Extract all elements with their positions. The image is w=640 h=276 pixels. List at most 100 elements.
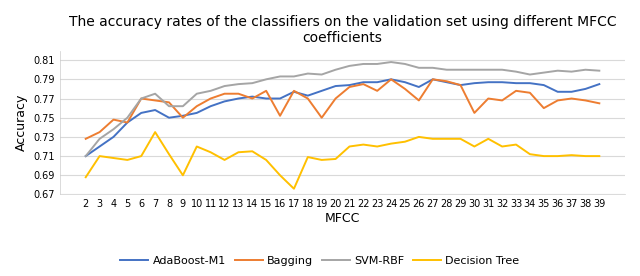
- Bagging: [484, 97, 492, 100]
- AdaBoost-M1: [470, 81, 478, 85]
- AdaBoost-M1: [124, 121, 131, 124]
- AdaBoost-M1: [138, 111, 145, 115]
- Decision Tree: [207, 151, 214, 154]
- Bagging: [360, 83, 367, 86]
- Bagging: [151, 99, 159, 102]
- SVM-RBF: [499, 68, 506, 71]
- AdaBoost-M1: [151, 108, 159, 112]
- Legend: AdaBoost-M1, Bagging, SVM-RBF, Decision Tree: AdaBoost-M1, Bagging, SVM-RBF, Decision …: [116, 251, 524, 270]
- Bagging: [276, 114, 284, 118]
- Decision Tree: [138, 155, 145, 158]
- AdaBoost-M1: [429, 78, 436, 81]
- Y-axis label: Accuracy: Accuracy: [15, 94, 28, 151]
- SVM-RBF: [151, 92, 159, 95]
- Bagging: [109, 118, 117, 121]
- Bagging: [512, 89, 520, 92]
- SVM-RBF: [470, 68, 478, 71]
- SVM-RBF: [109, 128, 117, 131]
- SVM-RBF: [429, 66, 436, 70]
- Decision Tree: [109, 156, 117, 160]
- Bagging: [165, 101, 173, 104]
- Bagging: [526, 91, 534, 94]
- Bagging: [387, 78, 395, 81]
- AdaBoost-M1: [526, 81, 534, 85]
- Bagging: [248, 97, 256, 100]
- AdaBoost-M1: [332, 84, 339, 88]
- Decision Tree: [387, 142, 395, 145]
- Bagging: [373, 89, 381, 92]
- Bagging: [304, 97, 312, 100]
- AdaBoost-M1: [512, 81, 520, 85]
- SVM-RBF: [82, 155, 90, 158]
- SVM-RBF: [276, 75, 284, 78]
- Decision Tree: [415, 135, 422, 139]
- AdaBoost-M1: [248, 95, 256, 98]
- Decision Tree: [346, 145, 353, 148]
- Bagging: [443, 79, 451, 83]
- SVM-RBF: [526, 73, 534, 76]
- Decision Tree: [151, 131, 159, 134]
- X-axis label: MFCC: MFCC: [325, 212, 360, 225]
- Bagging: [235, 92, 243, 95]
- Decision Tree: [512, 143, 520, 146]
- AdaBoost-M1: [387, 78, 395, 81]
- AdaBoost-M1: [290, 90, 298, 94]
- Decision Tree: [401, 140, 409, 143]
- SVM-RBF: [193, 92, 200, 95]
- SVM-RBF: [138, 97, 145, 100]
- Bagging: [124, 121, 131, 124]
- AdaBoost-M1: [568, 90, 575, 94]
- AdaBoost-M1: [415, 85, 422, 89]
- Bagging: [429, 78, 436, 81]
- Decision Tree: [443, 137, 451, 140]
- Decision Tree: [457, 137, 465, 140]
- AdaBoost-M1: [193, 111, 200, 115]
- SVM-RBF: [124, 116, 131, 119]
- AdaBoost-M1: [179, 114, 187, 118]
- SVM-RBF: [554, 69, 561, 72]
- SVM-RBF: [387, 60, 395, 64]
- SVM-RBF: [165, 105, 173, 108]
- SVM-RBF: [582, 68, 589, 71]
- SVM-RBF: [318, 73, 326, 76]
- Line: Decision Tree: Decision Tree: [86, 132, 599, 189]
- Bagging: [540, 107, 548, 110]
- Decision Tree: [499, 145, 506, 148]
- Line: SVM-RBF: SVM-RBF: [86, 62, 599, 156]
- Decision Tree: [429, 137, 436, 140]
- SVM-RBF: [443, 68, 451, 71]
- Bagging: [138, 97, 145, 100]
- AdaBoost-M1: [443, 81, 451, 84]
- Decision Tree: [568, 153, 575, 157]
- Decision Tree: [96, 155, 104, 158]
- Bagging: [221, 92, 228, 95]
- SVM-RBF: [221, 84, 228, 88]
- Decision Tree: [332, 157, 339, 161]
- Decision Tree: [235, 151, 243, 154]
- Decision Tree: [124, 158, 131, 161]
- AdaBoost-M1: [276, 97, 284, 100]
- AdaBoost-M1: [207, 105, 214, 108]
- Decision Tree: [554, 155, 561, 158]
- Bagging: [415, 99, 422, 102]
- AdaBoost-M1: [109, 135, 117, 139]
- SVM-RBF: [96, 137, 104, 140]
- Bagging: [96, 131, 104, 134]
- Bagging: [318, 116, 326, 119]
- Decision Tree: [276, 174, 284, 177]
- SVM-RBF: [262, 78, 270, 81]
- Decision Tree: [470, 145, 478, 148]
- Decision Tree: [193, 145, 200, 148]
- SVM-RBF: [457, 68, 465, 71]
- Line: AdaBoost-M1: AdaBoost-M1: [86, 79, 599, 156]
- SVM-RBF: [179, 105, 187, 108]
- AdaBoost-M1: [582, 87, 589, 91]
- AdaBoost-M1: [318, 89, 326, 92]
- Decision Tree: [82, 176, 90, 179]
- SVM-RBF: [248, 81, 256, 85]
- Decision Tree: [304, 155, 312, 159]
- Bagging: [401, 87, 409, 91]
- Decision Tree: [165, 153, 173, 156]
- SVM-RBF: [346, 64, 353, 68]
- Decision Tree: [582, 155, 589, 158]
